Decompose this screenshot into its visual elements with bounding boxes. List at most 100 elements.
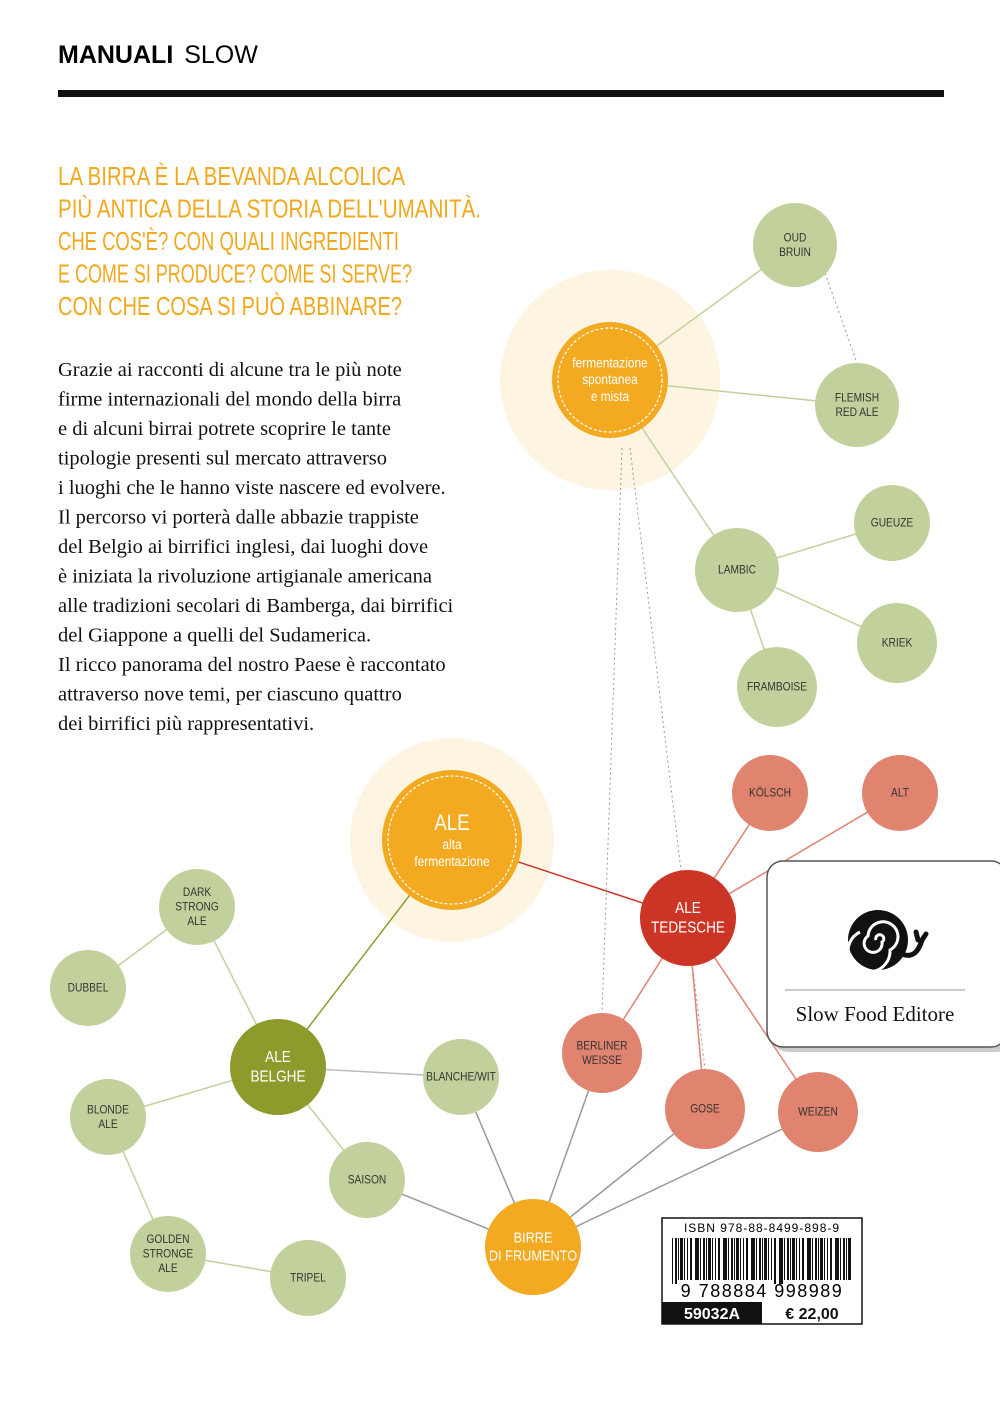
node <box>270 1240 346 1316</box>
node <box>562 1013 642 1093</box>
bar <box>774 1238 776 1284</box>
bar <box>740 1238 741 1280</box>
bar <box>830 1238 832 1280</box>
node-label: ALE <box>434 811 469 835</box>
node-label: STRONG <box>175 901 219 914</box>
node-label: STRONGE <box>143 1248 193 1261</box>
node-ring <box>387 775 517 905</box>
node <box>778 1072 858 1152</box>
node-label: LAMBIC <box>718 564 756 577</box>
body-line: Grazie ai racconti di alcune tra le più … <box>58 359 402 381</box>
bar <box>762 1238 763 1280</box>
bar <box>779 1238 783 1284</box>
node-label: FRAMBOISE <box>747 681 807 694</box>
node <box>230 1019 326 1115</box>
node <box>665 1069 745 1149</box>
node <box>552 322 668 438</box>
bar <box>695 1238 699 1280</box>
bar <box>764 1238 767 1280</box>
isbn: ISBN 978-88-8499-898-9 <box>684 1221 840 1235</box>
node <box>862 755 938 831</box>
body-line: alle tradizioni secolari di Bamberga, da… <box>58 595 454 617</box>
bar <box>796 1238 797 1280</box>
body-line: dei birrifici più rappresentativi. <box>58 713 314 735</box>
bar <box>700 1238 701 1280</box>
body-line: Il percorso vi porterà dalle abbazie tra… <box>58 507 419 529</box>
node <box>130 1216 206 1292</box>
barcode-bars <box>672 1238 851 1284</box>
series-header: MANUALI SLOW <box>58 41 258 69</box>
node-label: BIRRE <box>514 1228 553 1245</box>
bar <box>736 1238 739 1280</box>
node-ring <box>557 327 663 433</box>
bar <box>840 1238 841 1280</box>
node <box>737 647 817 727</box>
bar <box>771 1238 772 1280</box>
bar <box>706 1238 707 1280</box>
bar <box>687 1238 688 1280</box>
node-label: fermentazione <box>414 853 489 869</box>
headline-line: E COME SI PRODUCE? COME SI SERVE? <box>58 259 412 289</box>
node-label: fermentazione <box>572 354 647 370</box>
bar <box>712 1238 713 1280</box>
node-label: e mista <box>591 388 630 404</box>
bar <box>678 1238 679 1280</box>
bar <box>787 1238 789 1280</box>
node <box>159 869 235 945</box>
bar <box>784 1238 785 1280</box>
bar <box>812 1238 813 1280</box>
bar <box>718 1238 720 1280</box>
product-code: 59032A <box>684 1306 740 1323</box>
node-label: KÖLSCH <box>749 787 791 800</box>
node-label: ALE <box>265 1049 291 1066</box>
node-label: BERLINER <box>577 1040 628 1053</box>
bar <box>759 1238 761 1280</box>
bar <box>799 1238 800 1280</box>
headline-line: LA BIRRA È LA BEVANDA ALCOLICA <box>58 161 406 191</box>
node-label: BELGHE <box>250 1068 305 1085</box>
edge <box>532 1111 819 1248</box>
node-label: OUD <box>784 232 807 245</box>
price: € 22,00 <box>785 1306 838 1323</box>
bar <box>848 1238 851 1280</box>
bar <box>807 1238 811 1280</box>
body-line: e di alcuni birrai potrete scoprire le t… <box>58 418 391 440</box>
bar <box>768 1238 769 1280</box>
bar <box>734 1238 735 1280</box>
bar <box>715 1238 716 1280</box>
body-line: del Belgio ai birrifici inglesi, dai luo… <box>58 536 428 558</box>
bar <box>751 1238 755 1280</box>
bar <box>824 1238 825 1280</box>
node <box>382 770 522 910</box>
bar <box>846 1238 847 1280</box>
bar <box>708 1238 711 1280</box>
bar <box>843 1238 845 1280</box>
node <box>815 363 899 447</box>
node-label: BLONDE <box>87 1104 129 1117</box>
body-line: Il ricco panorama del nostro Paese è rac… <box>58 654 446 676</box>
node-label: alta <box>442 836 462 852</box>
node-label: ALE <box>158 1262 177 1275</box>
node-label: WEISSE <box>582 1054 622 1067</box>
bar <box>675 1238 677 1284</box>
bar <box>743 1238 744 1280</box>
barcode-digits: 9 788884 998989 <box>681 1281 844 1301</box>
node-label: GUEUZE <box>871 517 913 530</box>
node <box>695 528 779 612</box>
node-label: WEIZEN <box>798 1106 838 1119</box>
bar <box>815 1238 817 1280</box>
bar <box>802 1238 804 1280</box>
node-label: RED ALE <box>835 406 878 419</box>
node-label: TRIPEL <box>290 1272 326 1285</box>
node-label: spontanea <box>582 371 638 387</box>
headline-line: CHE COS'È? CON QUALI INGREDIENTI <box>58 226 399 256</box>
body-line: i luoghi che le hanno viste nascere ed e… <box>58 477 446 499</box>
node-label: BRUIN <box>779 246 811 259</box>
bar <box>703 1238 705 1280</box>
body-line: firme internazionali del mondo della bir… <box>58 389 401 411</box>
node-label: ALE <box>187 915 206 928</box>
bar <box>756 1238 757 1280</box>
node-label: ALE <box>675 900 701 917</box>
snail-logo <box>846 910 929 974</box>
